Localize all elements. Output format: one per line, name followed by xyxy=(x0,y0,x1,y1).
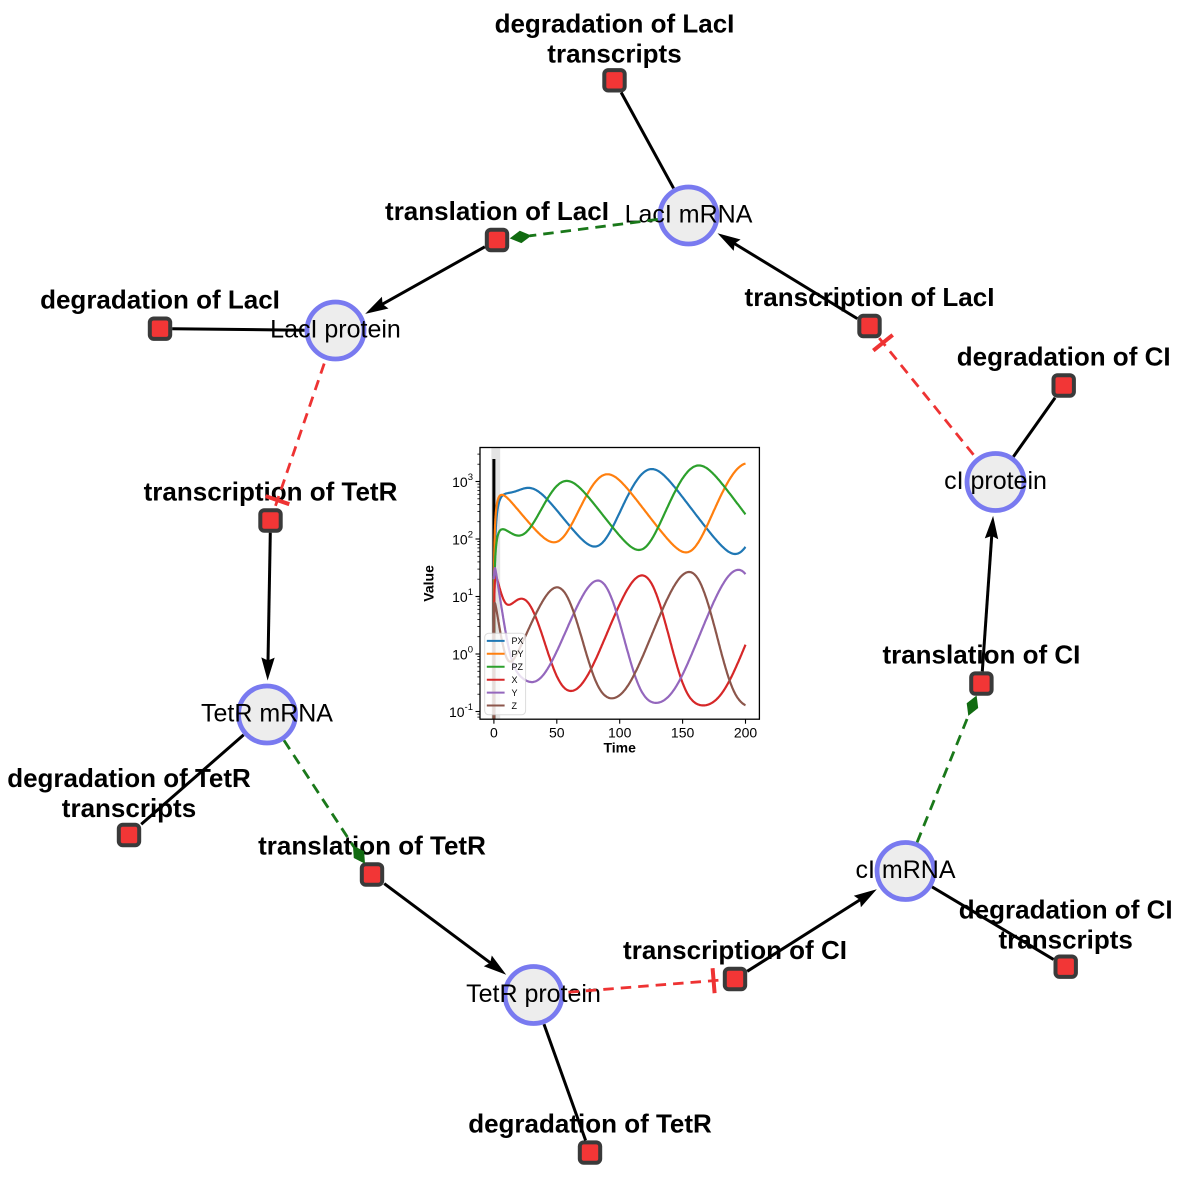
svg-text:degradation of CI: degradation of CI xyxy=(957,342,1171,372)
svg-text:degradation of TetR: degradation of TetR xyxy=(7,763,251,793)
svg-text:PY: PY xyxy=(512,649,524,659)
svg-text:PX: PX xyxy=(512,636,524,646)
svg-text:transcription of LacI: transcription of LacI xyxy=(745,282,995,312)
svg-text:transcripts: transcripts xyxy=(547,38,681,68)
svg-text:transcription of CI: transcription of CI xyxy=(623,935,847,965)
svg-text:transcription of TetR: transcription of TetR xyxy=(144,477,398,507)
svg-text:50: 50 xyxy=(549,725,565,741)
svg-text:transcripts: transcripts xyxy=(62,793,196,823)
svg-text:degradation of TetR: degradation of TetR xyxy=(468,1109,712,1139)
svg-text:translation of LacI: translation of LacI xyxy=(385,196,609,226)
svg-text:100: 100 xyxy=(608,725,632,741)
svg-text:Time: Time xyxy=(603,739,636,755)
svg-text:X: X xyxy=(512,675,518,685)
svg-text:TetR protein: TetR protein xyxy=(466,980,601,1008)
svg-text:Value: Value xyxy=(421,565,437,602)
svg-text:0: 0 xyxy=(490,725,498,741)
svg-text:translation of TetR: translation of TetR xyxy=(258,831,486,861)
svg-text:cI mRNA: cI mRNA xyxy=(856,856,956,884)
svg-text:200: 200 xyxy=(734,725,758,741)
svg-text:LacI mRNA: LacI mRNA xyxy=(625,201,753,229)
svg-text:Y: Y xyxy=(512,688,518,698)
svg-text:150: 150 xyxy=(671,725,695,741)
svg-text:PZ: PZ xyxy=(512,662,524,672)
svg-text:degradation of CI: degradation of CI xyxy=(959,895,1173,925)
svg-text:TetR mRNA: TetR mRNA xyxy=(201,700,333,728)
svg-text:degradation of LacI: degradation of LacI xyxy=(495,8,735,38)
svg-text:Z: Z xyxy=(512,701,518,711)
svg-text:degradation of LacI: degradation of LacI xyxy=(40,285,280,315)
svg-text:cI protein: cI protein xyxy=(944,467,1047,495)
